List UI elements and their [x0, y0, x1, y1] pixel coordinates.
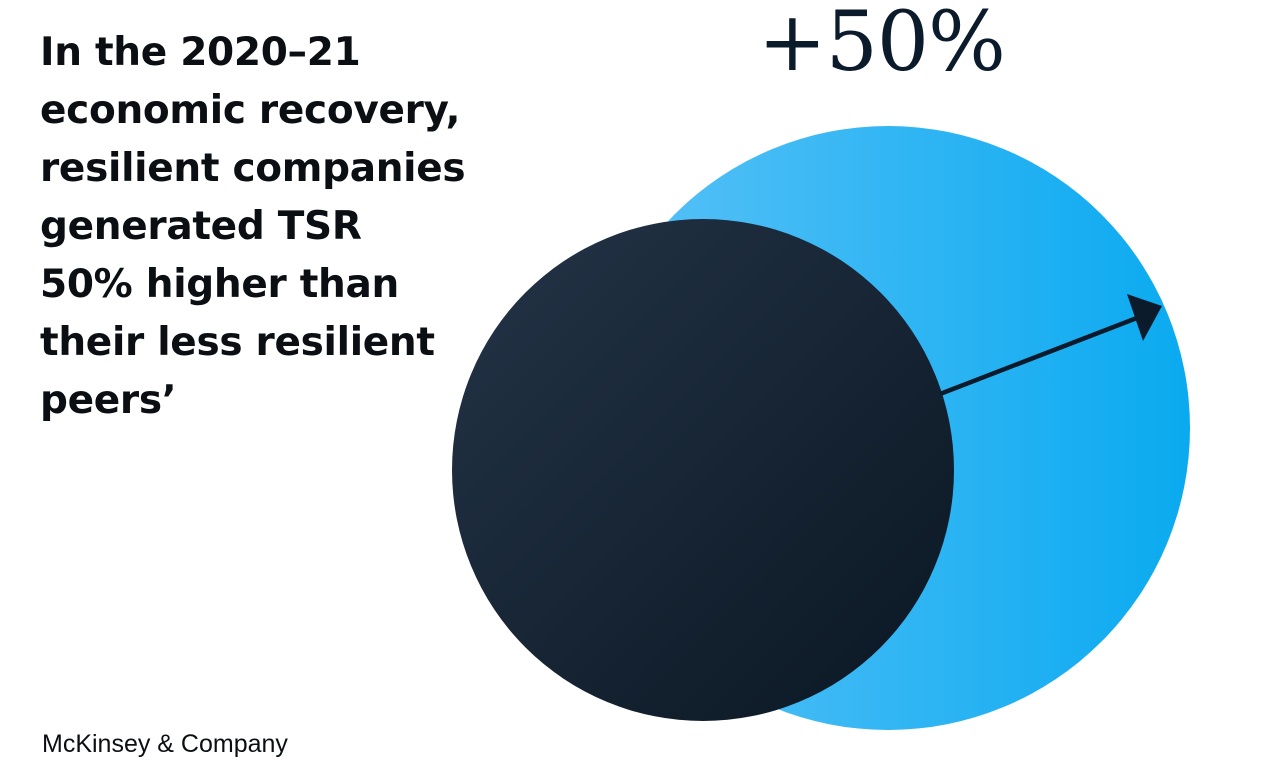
growth-arrow-line	[939, 313, 1143, 397]
headline-line: 50% higher than	[40, 262, 399, 307]
tsr-increase-stat: +50%	[758, 0, 1006, 90]
headline-line: peers’	[40, 378, 177, 423]
headline-line: their less resilient	[40, 320, 435, 365]
headline-line: economic recovery,	[40, 88, 461, 133]
brand-logo-text: McKinsey & Company	[42, 730, 288, 758]
headline-line: generated TSR	[40, 204, 362, 249]
growth-arrow-head	[1127, 294, 1162, 341]
headline-line: resilient companies	[40, 146, 466, 191]
headline-line: In the 2020–21	[40, 30, 361, 75]
headline: In the 2020–21 economic recovery, resili…	[40, 24, 480, 430]
less-resilient-peers-circle	[452, 219, 954, 721]
